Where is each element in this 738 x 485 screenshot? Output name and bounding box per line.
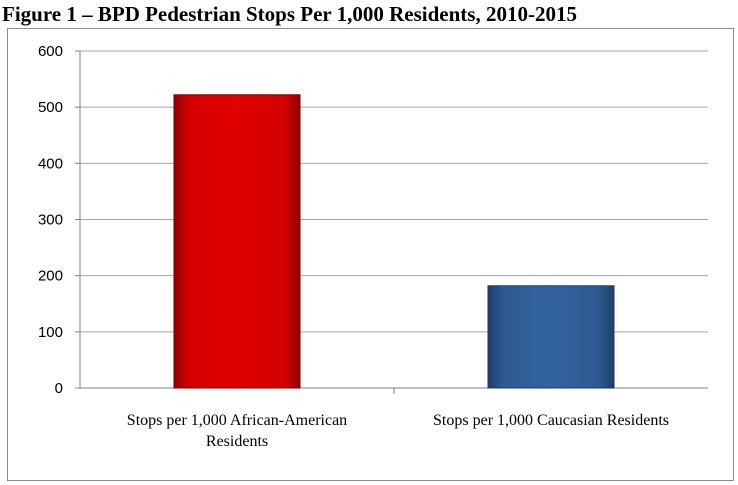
y-tick-label: 100 [38,324,63,341]
y-tick-label: 0 [55,380,63,397]
y-tick-label: 200 [38,268,63,285]
y-tick-label: 300 [38,212,63,229]
chart-frame [7,28,734,481]
x-category-label: Residents [206,433,268,450]
y-tick-label: 500 [38,99,63,116]
bar-2 [487,285,615,389]
x-category-label: Stops per 1,000 Caucasian Residents [433,412,669,429]
y-tick-label: 400 [38,155,63,172]
y-tick-label: 600 [38,43,63,60]
x-category-label: Stops per 1,000 African-American [127,412,347,429]
bar-1 [173,94,301,389]
chart-title: Figure 1 – BPD Pedestrian Stops Per 1,00… [2,2,577,26]
